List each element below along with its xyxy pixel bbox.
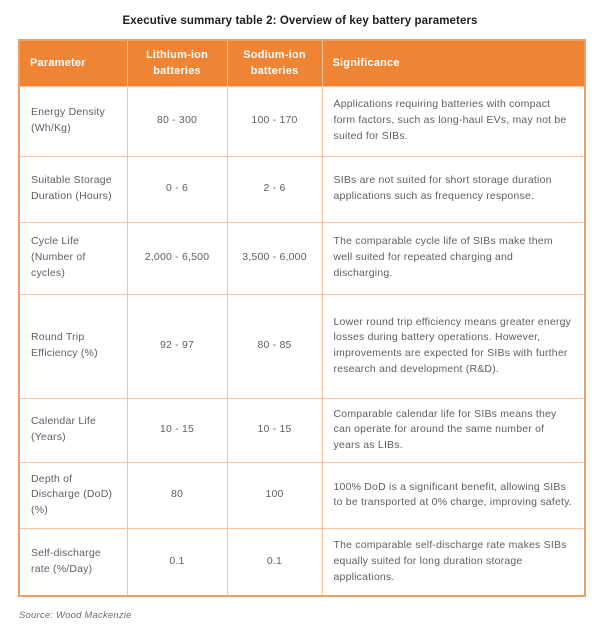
cell-sodium-value: 10 - 15 [226, 397, 323, 463]
cell-significance: Lower round trip efficiency means greate… [321, 293, 586, 399]
cell-parameter: Suitable Storage Duration (Hours) [18, 155, 128, 223]
cell-lithium-value: 2,000 - 6,500 [126, 221, 228, 295]
cell-parameter: Calendar Life (Years) [18, 397, 128, 463]
cell-sodium-value: 100 - 170 [226, 85, 323, 157]
header-sodium-ion: Sodium-ion batteries [226, 39, 323, 87]
cell-parameter: Depth of Discharge (DoD) (%) [18, 461, 128, 529]
header-parameter: Parameter [18, 39, 128, 87]
battery-parameters-table: Parameter Lithium-ion batteries Sodium-i… [18, 39, 586, 598]
cell-sodium-value: 0.1 [226, 527, 323, 597]
table-row: Calendar Life (Years) 10 - 15 10 - 15 Co… [18, 397, 586, 463]
cell-significance: SIBs are not suited for short storage du… [321, 155, 586, 223]
cell-parameter: Energy Density (Wh/Kg) [18, 85, 128, 157]
cell-sodium-value: 3,500 - 6,000 [226, 221, 323, 295]
cell-lithium-value: 0.1 [126, 527, 228, 597]
table-title: Executive summary table 2: Overview of k… [122, 15, 478, 27]
cell-lithium-value: 80 - 300 [126, 85, 228, 157]
cell-lithium-value: 92 - 97 [126, 293, 228, 399]
table-row: Energy Density (Wh/Kg) 80 - 300 100 - 17… [18, 85, 586, 157]
table-row: Depth of Discharge (DoD) (%) 80 100 100%… [18, 461, 586, 529]
table-row: Round Trip Efficiency (%) 92 - 97 80 - 8… [18, 293, 586, 399]
table-row: Self-discharge rate (%/Day) 0.1 0.1 The … [18, 527, 586, 597]
cell-sodium-value: 100 [226, 461, 323, 529]
cell-parameter: Self-discharge rate (%/Day) [18, 527, 128, 597]
cell-lithium-value: 0 - 6 [126, 155, 228, 223]
cell-significance: 100% DoD is a significant benefit, allow… [321, 461, 586, 529]
cell-parameter: Cycle Life (Number of cycles) [18, 221, 128, 295]
cell-significance: Applications requiring batteries with co… [321, 85, 586, 157]
cell-significance: Comparable calendar life for SIBs means … [321, 397, 586, 463]
cell-significance: The comparable cycle life of SIBs make t… [321, 221, 586, 295]
header-lithium-ion: Lithium-ion batteries [126, 39, 228, 87]
cell-parameter: Round Trip Efficiency (%) [18, 293, 128, 399]
cell-sodium-value: 2 - 6 [226, 155, 323, 223]
cell-significance: The comparable self-discharge rate makes… [321, 527, 586, 597]
table-header-row: Parameter Lithium-ion batteries Sodium-i… [18, 39, 586, 87]
cell-lithium-value: 80 [126, 461, 228, 529]
cell-sodium-value: 80 - 85 [226, 293, 323, 399]
table-row: Cycle Life (Number of cycles) 2,000 - 6,… [18, 221, 586, 295]
table-row: Suitable Storage Duration (Hours) 0 - 6 … [18, 155, 586, 223]
cell-lithium-value: 10 - 15 [126, 397, 228, 463]
header-significance: Significance [321, 39, 586, 87]
source-note: Source: Wood Mackenzie [19, 610, 132, 622]
